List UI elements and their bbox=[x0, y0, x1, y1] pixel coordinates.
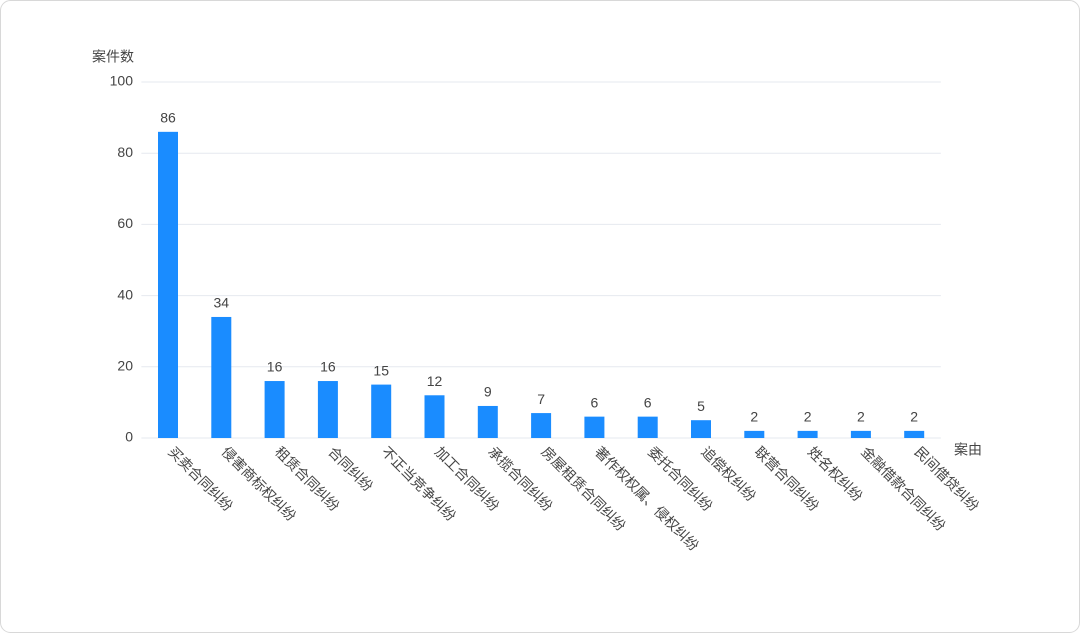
bar bbox=[691, 420, 711, 438]
value-label: 34 bbox=[214, 295, 230, 311]
value-label: 2 bbox=[910, 409, 918, 425]
value-label: 2 bbox=[804, 409, 812, 425]
value-label: 6 bbox=[591, 394, 599, 410]
value-label: 5 bbox=[697, 398, 705, 414]
y-tick-label: 100 bbox=[110, 73, 134, 89]
bar bbox=[744, 430, 765, 438]
bar bbox=[424, 395, 445, 438]
value-label: 9 bbox=[484, 384, 492, 400]
y-tick-label: 60 bbox=[117, 215, 133, 231]
x-axis-label: 案由 bbox=[954, 442, 982, 458]
value-label: 16 bbox=[267, 359, 283, 375]
value-label: 2 bbox=[750, 409, 758, 425]
bar bbox=[797, 430, 818, 438]
bar bbox=[584, 416, 605, 438]
bar bbox=[371, 384, 392, 438]
bar bbox=[317, 381, 338, 438]
bar bbox=[531, 413, 552, 438]
value-label: 86 bbox=[160, 110, 176, 126]
bar bbox=[904, 430, 925, 438]
y-tick-label: 80 bbox=[117, 144, 133, 160]
y-tick-label: 20 bbox=[117, 358, 133, 374]
bar bbox=[637, 416, 658, 438]
bar bbox=[264, 381, 285, 438]
value-label: 2 bbox=[857, 409, 865, 425]
bar bbox=[477, 405, 498, 438]
bar bbox=[211, 316, 232, 438]
value-label: 7 bbox=[537, 391, 545, 407]
value-label: 15 bbox=[373, 362, 389, 378]
y-tick-label: 0 bbox=[125, 429, 133, 445]
bar bbox=[158, 131, 178, 438]
bar bbox=[850, 430, 871, 438]
y-tick-label: 40 bbox=[117, 286, 133, 302]
value-label: 16 bbox=[320, 359, 336, 375]
y-axis-label: 案件数 bbox=[92, 49, 134, 65]
value-label: 6 bbox=[644, 394, 652, 410]
value-label: 12 bbox=[427, 373, 443, 389]
